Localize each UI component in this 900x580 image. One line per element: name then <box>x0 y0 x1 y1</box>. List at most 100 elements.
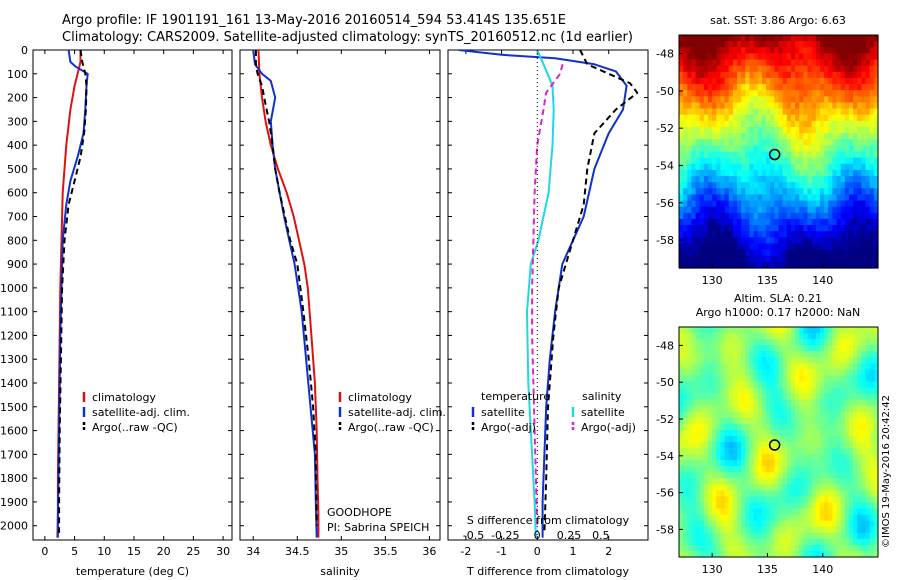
sst-map-cell <box>703 84 709 91</box>
sla-map-cell <box>770 435 775 443</box>
sla-map-cell <box>803 381 809 389</box>
sla-map-cell <box>770 502 775 510</box>
sla-map-cell <box>774 393 780 401</box>
sst-map-cell <box>869 145 875 153</box>
sla-map-cell <box>732 357 738 364</box>
sla-map-cell <box>716 526 722 534</box>
sla-map-cell <box>865 520 871 528</box>
sla-map-cell <box>695 532 701 540</box>
sst-map-cell <box>799 41 804 48</box>
sla-map-cell <box>753 550 759 558</box>
sla-map-cell <box>716 532 722 540</box>
sla-map-cell <box>778 375 784 383</box>
sst-map-cells <box>679 35 879 269</box>
sla-map-cell <box>869 387 875 395</box>
sst-map-cell <box>691 53 697 61</box>
sla-map-cell <box>819 526 825 534</box>
sst-map-cell <box>695 133 701 140</box>
sla-map-cell <box>803 514 809 522</box>
sla-map-cell <box>811 538 817 546</box>
sla-map-cell <box>790 466 796 473</box>
sst-map-cell <box>795 163 800 171</box>
sst-map-cell <box>708 255 713 263</box>
sst-map-cell <box>869 237 875 245</box>
sla-map-cell <box>774 363 780 370</box>
sst-map-cell <box>819 243 825 251</box>
sst-map-cell <box>761 163 767 171</box>
sst-map-cell <box>691 90 697 97</box>
sst-map-cell <box>786 114 792 122</box>
sst-map-cell <box>716 84 722 91</box>
sla-map-cell <box>840 411 846 419</box>
sst-map-cell <box>811 108 817 116</box>
sst-map-cell <box>865 47 871 54</box>
sst-map-cell <box>712 77 717 85</box>
sst-map-cell <box>848 90 854 97</box>
sla-map-cell <box>795 448 800 455</box>
sla-map-cell <box>749 538 755 546</box>
sst-map-cell <box>687 126 693 134</box>
sst-map-cell <box>699 133 705 140</box>
sst-map-cell <box>679 261 684 269</box>
sla-map-cell <box>770 514 775 522</box>
sst-map-cell <box>679 169 684 177</box>
sst-map-cell <box>803 77 809 85</box>
sla-map-cell <box>687 454 693 461</box>
sla-map-cell <box>857 435 863 443</box>
sla-map-cell <box>753 381 759 389</box>
sst-map-cell <box>865 139 871 146</box>
sla-map-cell <box>766 417 771 425</box>
sla-map-cell <box>679 363 684 370</box>
sst-map-cell <box>745 71 751 79</box>
sst-map-cell <box>699 126 705 134</box>
sla-map-cell <box>857 550 863 558</box>
sst-map-cell <box>757 255 763 263</box>
sla-map-cell <box>869 484 875 492</box>
sla-map-cell <box>807 405 813 413</box>
sla-map-cell <box>836 429 842 437</box>
sst-map-cell <box>708 96 713 104</box>
sla-map-cell <box>786 544 792 552</box>
sst-map-cell <box>873 225 879 232</box>
sla-map-cell <box>724 345 730 352</box>
sst-map-cell <box>720 120 726 128</box>
sla-map-cell <box>699 496 705 504</box>
sst-map-cell <box>865 71 871 79</box>
sst-map-cell <box>737 65 742 73</box>
sla-map-cell <box>679 472 684 479</box>
sla-map-cell <box>732 381 738 389</box>
sla-map-cell <box>708 339 713 346</box>
sla-map-cell <box>679 399 684 407</box>
sla-map-cell <box>815 393 821 401</box>
sla-map-cell <box>828 454 833 461</box>
sst-map-cell <box>761 151 767 159</box>
difference-x2tick-label: 0 <box>534 529 541 542</box>
sst-map-cell <box>683 182 688 189</box>
sst-map-cell <box>745 90 751 97</box>
sla-map-cell <box>741 363 746 370</box>
sst-map-cell <box>732 212 738 220</box>
sla-map-cell <box>720 466 726 473</box>
sla-map-cell <box>753 393 759 401</box>
sla-map-cell <box>811 544 817 552</box>
sst-map-cell <box>799 194 804 202</box>
sla-map-cell <box>737 472 742 479</box>
sla-map-cell <box>745 538 751 546</box>
sst-map-cell <box>815 71 821 79</box>
sla-map-cell <box>712 484 717 492</box>
sst-map-cell <box>712 163 717 171</box>
sla-map-cell <box>815 387 821 395</box>
sla-map-cell <box>757 435 763 443</box>
sla-map-cell <box>848 466 854 473</box>
sst-map-cell <box>786 243 792 251</box>
sst-map-cell <box>803 237 809 245</box>
sla-map-cell <box>753 429 759 437</box>
sst-map-cell <box>728 176 734 183</box>
sst-map-cell <box>770 218 775 226</box>
sst-map-cell <box>728 151 734 159</box>
sst-map-cell <box>757 59 763 67</box>
sla-map-cell <box>865 393 871 401</box>
sla-map-cell <box>799 484 804 492</box>
sla-map-cell <box>790 532 796 540</box>
sst-map-cell <box>869 243 875 251</box>
